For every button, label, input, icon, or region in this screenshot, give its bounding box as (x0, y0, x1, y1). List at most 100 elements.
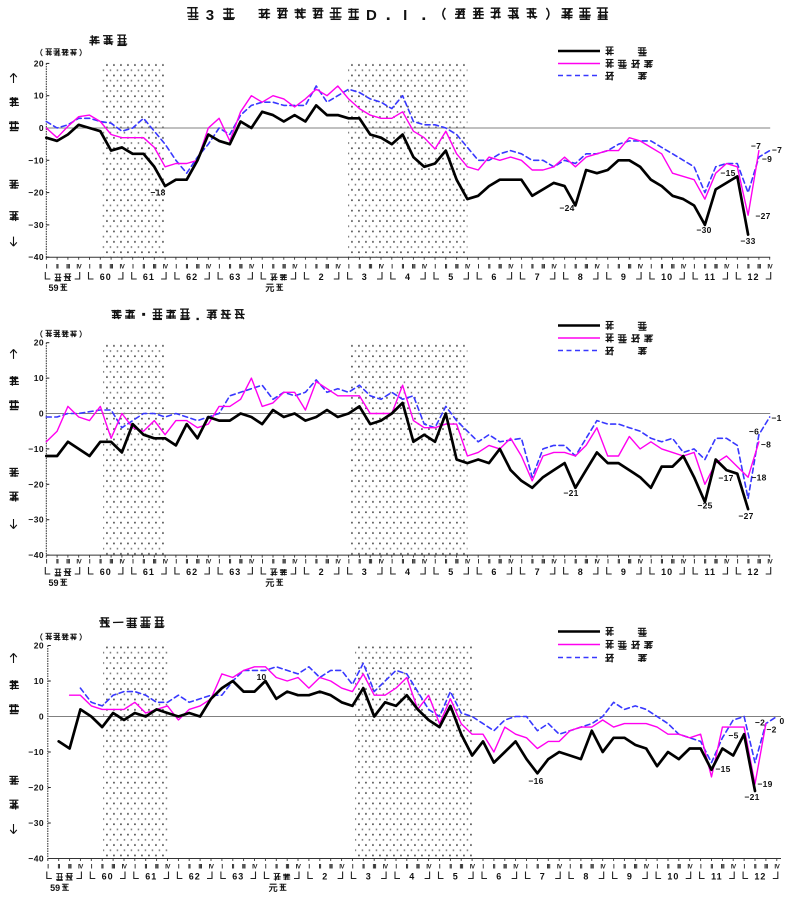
svg-text:III: III (714, 559, 718, 566)
svg-text:11: 11 (705, 567, 717, 577)
svg-text:12: 12 (754, 872, 766, 882)
svg-text:61: 61 (143, 272, 155, 282)
svg-text:IV: IV (426, 864, 432, 871)
svg-text:−8: −8 (761, 440, 771, 450)
svg-text:II: II (406, 864, 409, 871)
svg-text:II: II (275, 864, 278, 871)
svg-text:III: III (628, 264, 632, 271)
svg-text:II: II (754, 864, 757, 871)
svg-text:10: 10 (667, 872, 679, 882)
svg-text:6: 6 (491, 567, 497, 577)
svg-text:III: III (66, 559, 70, 566)
svg-text:III: III (584, 559, 588, 566)
svg-text:8: 8 (578, 567, 584, 577)
svg-text:III: III (325, 264, 329, 271)
svg-text:II: II (445, 264, 448, 271)
svg-text:III: III (196, 559, 200, 566)
svg-text:11: 11 (711, 872, 723, 882)
svg-text:−40: −40 (28, 550, 44, 560)
svg-text:63: 63 (229, 567, 241, 577)
svg-text:IV: IV (724, 559, 730, 566)
svg-text:II: II (232, 864, 235, 871)
svg-text:IV: IV (120, 559, 126, 566)
svg-text:III: III (455, 559, 459, 566)
svg-text:III: III (66, 264, 70, 271)
svg-text:IV: IV (120, 264, 126, 271)
svg-text:III: III (764, 864, 768, 871)
svg-text:−40: −40 (28, 854, 44, 864)
svg-text:IV: IV (209, 864, 215, 871)
svg-text:62: 62 (186, 567, 198, 577)
svg-text:−10: −10 (28, 155, 44, 165)
svg-text:−24: −24 (559, 203, 574, 213)
svg-text:II: II (272, 264, 275, 271)
svg-text:−19: −19 (757, 779, 772, 789)
svg-text:−27: −27 (738, 511, 753, 521)
svg-text:20: 20 (34, 58, 44, 68)
svg-text:12: 12 (747, 567, 759, 577)
svg-text:III: III (455, 264, 459, 271)
svg-text:IV: IV (335, 264, 341, 271)
svg-text:III: III (503, 864, 507, 871)
svg-text:IV: IV (78, 864, 84, 871)
svg-text:5: 5 (448, 567, 454, 577)
svg-text:IV: IV (422, 264, 428, 271)
svg-text:−10: −10 (28, 444, 44, 454)
svg-text:III: III (372, 864, 376, 871)
svg-text:IV: IV (122, 864, 128, 871)
svg-text:III: III (153, 559, 157, 566)
svg-text:IV: IV (163, 264, 169, 271)
svg-text:III: III (714, 264, 718, 271)
svg-text:−7: −7 (772, 145, 782, 155)
svg-text:II: II (488, 559, 491, 566)
svg-text:IV: IV (508, 264, 514, 271)
svg-text:−21: −21 (744, 792, 759, 802)
svg-text:III: III (109, 264, 113, 271)
svg-text:−17: −17 (718, 473, 733, 483)
svg-text:III: III (541, 264, 545, 271)
svg-text:IV: IV (724, 264, 730, 271)
svg-text:−10: −10 (28, 747, 44, 757)
svg-text:9: 9 (621, 272, 627, 282)
svg-text:III: III (242, 864, 246, 871)
svg-text:63: 63 (232, 872, 244, 882)
svg-text:III: III (547, 864, 551, 871)
svg-text:IV: IV (76, 264, 82, 271)
svg-text:III: III (325, 559, 329, 566)
svg-text:II: II (142, 559, 145, 566)
svg-text:−15: −15 (720, 168, 735, 178)
svg-text:IV: IV (249, 264, 255, 271)
svg-text:II: II (667, 864, 670, 871)
svg-text:0: 0 (39, 409, 44, 419)
svg-text:IV: IV (335, 559, 341, 566)
svg-text:II: II (580, 864, 583, 871)
svg-text:III: III (239, 264, 243, 271)
svg-text:IV: IV (206, 264, 212, 271)
svg-text:2: 2 (319, 272, 325, 282)
svg-text:5: 5 (453, 872, 459, 882)
svg-text:−18: −18 (751, 473, 766, 483)
svg-text:−2: −2 (755, 718, 765, 728)
svg-text:III: III (412, 264, 416, 271)
svg-text:−30: −30 (28, 515, 44, 525)
svg-text:−6: −6 (749, 427, 759, 437)
svg-text:III: III (757, 559, 761, 566)
svg-text:元: 元 (265, 578, 274, 588)
svg-text:II: II (531, 559, 534, 566)
svg-text:−5: −5 (728, 730, 738, 740)
svg-text:III: III (68, 864, 72, 871)
svg-text:III: III (677, 864, 681, 871)
svg-text:IV: IV (383, 864, 389, 871)
svg-text:IV: IV (252, 864, 258, 871)
svg-text:IV: IV (731, 864, 737, 871)
svg-text:2: 2 (322, 872, 328, 882)
svg-text:III: III (634, 864, 638, 871)
svg-text:IV: IV (296, 864, 302, 871)
svg-text:IV: IV (600, 864, 606, 871)
svg-text:III: III (285, 864, 289, 871)
svg-text:I: I (403, 7, 407, 24)
svg-text:7: 7 (540, 872, 546, 882)
svg-text:4: 4 (409, 872, 415, 882)
svg-text:III: III (459, 864, 463, 871)
svg-text:III: III (368, 264, 372, 271)
